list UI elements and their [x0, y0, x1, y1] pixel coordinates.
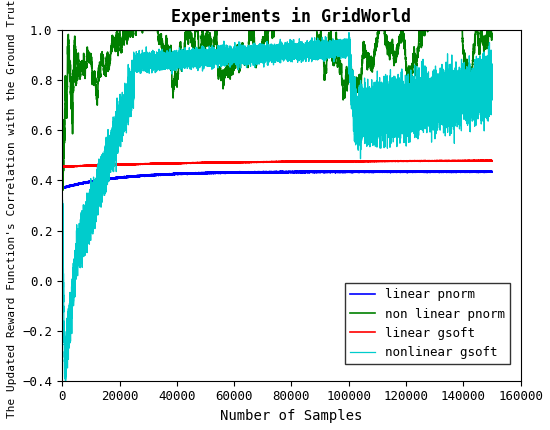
non linear pnorm — [286, 28, 293, 33]
linear gsoft — [73, 164, 79, 169]
linear pnorm — [153, 172, 160, 178]
nonlinear gsoft — [488, 98, 495, 103]
linear gsoft — [162, 161, 169, 166]
linear gsoft — [153, 161, 160, 166]
non linear pnorm — [162, 47, 169, 52]
non linear pnorm — [59, 187, 66, 193]
linear gsoft — [59, 164, 65, 169]
non linear pnorm — [488, 32, 495, 37]
linear pnorm — [73, 182, 79, 187]
linear pnorm — [59, 186, 66, 191]
Title: Experiments in GridWorld: Experiments in GridWorld — [172, 7, 411, 26]
non linear pnorm — [153, 28, 160, 33]
Line: linear pnorm: linear pnorm — [62, 171, 492, 188]
non linear pnorm — [106, 60, 112, 65]
linear gsoft — [488, 158, 495, 163]
linear pnorm — [59, 185, 65, 190]
nonlinear gsoft — [62, 378, 69, 384]
linear gsoft — [431, 158, 438, 163]
nonlinear gsoft — [345, 30, 352, 35]
linear gsoft — [106, 162, 112, 167]
linear pnorm — [162, 172, 169, 177]
nonlinear gsoft — [162, 55, 169, 60]
nonlinear gsoft — [106, 160, 112, 165]
linear pnorm — [286, 169, 293, 174]
Y-axis label: The Updated Reward Function's Correlation with the Ground Truth: The Updated Reward Function's Correlatio… — [7, 0, 17, 418]
non linear pnorm — [73, 75, 79, 80]
nonlinear gsoft — [153, 55, 160, 60]
linear pnorm — [433, 168, 439, 173]
X-axis label: Number of Samples: Number of Samples — [220, 409, 362, 423]
linear gsoft — [286, 159, 293, 164]
Legend: linear pnorm, non linear pnorm, linear gsoft, nonlinear gsoft: linear pnorm, non linear pnorm, linear g… — [345, 283, 510, 364]
nonlinear gsoft — [59, 187, 65, 192]
linear gsoft — [486, 158, 493, 163]
nonlinear gsoft — [431, 100, 438, 105]
Line: non linear pnorm: non linear pnorm — [62, 30, 492, 190]
nonlinear gsoft — [73, 268, 79, 273]
nonlinear gsoft — [286, 47, 293, 52]
non linear pnorm — [59, 185, 65, 190]
linear pnorm — [106, 177, 112, 182]
linear pnorm — [431, 169, 438, 174]
linear gsoft — [59, 164, 65, 169]
non linear pnorm — [120, 28, 127, 33]
linear pnorm — [488, 169, 495, 174]
Line: linear gsoft: linear gsoft — [62, 160, 492, 167]
Line: nonlinear gsoft: nonlinear gsoft — [62, 33, 492, 381]
non linear pnorm — [431, 28, 438, 33]
